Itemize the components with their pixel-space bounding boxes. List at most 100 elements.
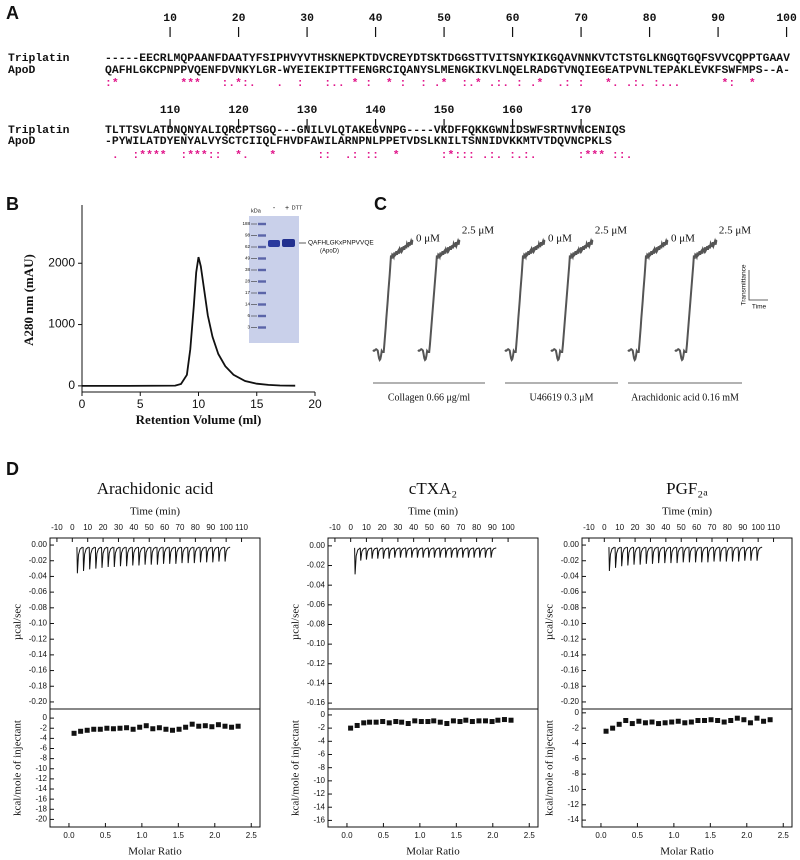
itc-title: PGF₂ₐ xyxy=(666,479,708,498)
data-point xyxy=(489,719,495,725)
injection-peak xyxy=(719,546,726,562)
data-point xyxy=(78,728,84,734)
injection-peak xyxy=(76,546,83,574)
itc-title: cTXA₂ xyxy=(409,479,457,498)
ruler-number: 170 xyxy=(571,105,592,117)
data-point xyxy=(405,721,411,727)
injection-peak xyxy=(94,546,102,569)
injection-peak xyxy=(731,546,738,562)
y-axis-label: kcal/mole of injectant xyxy=(12,720,24,816)
sequence-name: ApoD xyxy=(8,136,36,148)
marker-size: 14 xyxy=(245,302,251,307)
injection-peak xyxy=(359,547,367,561)
data-point xyxy=(688,719,694,725)
consensus: . :**** :***:: *. * :: .: :: * :*::: .:.… xyxy=(105,150,632,162)
injection-peak xyxy=(416,547,423,558)
injection-peak xyxy=(371,547,378,559)
x-tick-label: 10 xyxy=(83,523,92,532)
injection-peak xyxy=(107,546,114,568)
y-tick-label: -10 xyxy=(567,785,579,794)
data-point xyxy=(215,722,221,728)
x-tick-label: 1.5 xyxy=(173,831,185,840)
y-tick-label: -0.18 xyxy=(561,681,580,690)
data-point xyxy=(444,721,450,727)
injection-peak xyxy=(217,546,225,562)
data-point xyxy=(196,723,202,729)
injection-peak xyxy=(450,547,457,558)
data-point xyxy=(84,727,90,733)
x-tick-label: 2.0 xyxy=(487,831,499,840)
data-point xyxy=(747,720,753,726)
injection-peak xyxy=(467,547,474,558)
x-tick-label: 0.0 xyxy=(341,831,353,840)
aggregation-trace xyxy=(550,237,594,362)
injection-peak xyxy=(737,546,744,562)
x-tick-label: 20 xyxy=(378,523,387,532)
sequence: QAFHLGKCPNPPVQENFDVNKYLGR-WYEIEKIPTTFENG… xyxy=(105,65,790,77)
y-tick-label: -0.20 xyxy=(561,697,580,706)
data-point xyxy=(469,719,475,725)
data-point xyxy=(642,720,648,726)
x-tick-label: 20 xyxy=(99,523,108,532)
aggregation-trace xyxy=(372,237,414,362)
data-point xyxy=(361,720,367,726)
data-point xyxy=(728,717,734,723)
y-tick-label: 0 xyxy=(575,708,580,717)
x-tick-label: 2.5 xyxy=(524,831,536,840)
x-tick-label: 2.5 xyxy=(246,831,258,840)
x-tick-label: 70 xyxy=(176,523,185,532)
marker-band xyxy=(258,268,266,272)
data-point xyxy=(91,726,97,732)
condition-label: 0 μM xyxy=(548,233,572,245)
x-tick-label: 1.0 xyxy=(136,831,148,840)
x-axis-label: Time (min) xyxy=(130,506,180,518)
data-point xyxy=(508,717,514,723)
ruler-number: 90 xyxy=(711,13,725,25)
marker-size: 3 xyxy=(247,325,250,330)
y-tick-label: 2000 xyxy=(48,255,75,269)
injection-peak xyxy=(725,546,732,562)
injection-peak xyxy=(354,547,361,575)
injection-peak xyxy=(490,547,497,558)
data-point xyxy=(104,725,110,731)
y-tick-label: -0.20 xyxy=(29,697,48,706)
y-tick-label: -0.04 xyxy=(29,572,48,581)
x-tick-label: 100 xyxy=(751,523,765,532)
x-tick-label: 110 xyxy=(767,523,780,532)
injection-peak xyxy=(657,546,664,564)
data-point xyxy=(425,719,431,725)
injection-peak xyxy=(382,547,389,559)
y-tick-label: -6 xyxy=(40,744,48,753)
y-tick-label: -6 xyxy=(572,754,580,763)
x-tick-label: 10 xyxy=(362,523,371,532)
x-tick-label: 100 xyxy=(501,523,515,532)
injection-peak xyxy=(125,546,132,567)
injection-peak xyxy=(365,547,372,560)
x-tick-label: 90 xyxy=(206,523,215,532)
data-point xyxy=(367,719,373,725)
x-tick-label: 0.5 xyxy=(378,831,390,840)
y-axis-label: kcal/mole of injectant xyxy=(290,720,302,816)
ruler-number: 60 xyxy=(506,13,520,25)
y-tick-label: -8 xyxy=(572,769,580,778)
x-tick-label: 0 xyxy=(348,523,353,532)
marker-size: 28 xyxy=(245,279,251,284)
injection-peak xyxy=(444,547,452,558)
injection-peak xyxy=(187,546,194,564)
data-point xyxy=(97,726,103,732)
ruler-number: 140 xyxy=(365,105,386,117)
y-tick-label: -0.02 xyxy=(307,561,326,570)
y-tick-label: 0 xyxy=(43,713,48,722)
y-tick-label: -0.04 xyxy=(307,580,326,589)
data-point xyxy=(483,718,488,724)
x-tick-label: 40 xyxy=(129,523,138,532)
injection-peak xyxy=(614,546,621,568)
x-tick-label: 0 xyxy=(70,523,75,532)
data-point xyxy=(761,718,767,724)
data-point xyxy=(124,725,130,731)
condition-label: 2.5 μM xyxy=(595,225,627,237)
y-tick-label: -0.18 xyxy=(29,681,48,690)
data-point xyxy=(150,726,156,732)
y-tick-label: 0 xyxy=(68,378,75,392)
y-axis-label: kcal/mole of injectant xyxy=(544,720,556,816)
